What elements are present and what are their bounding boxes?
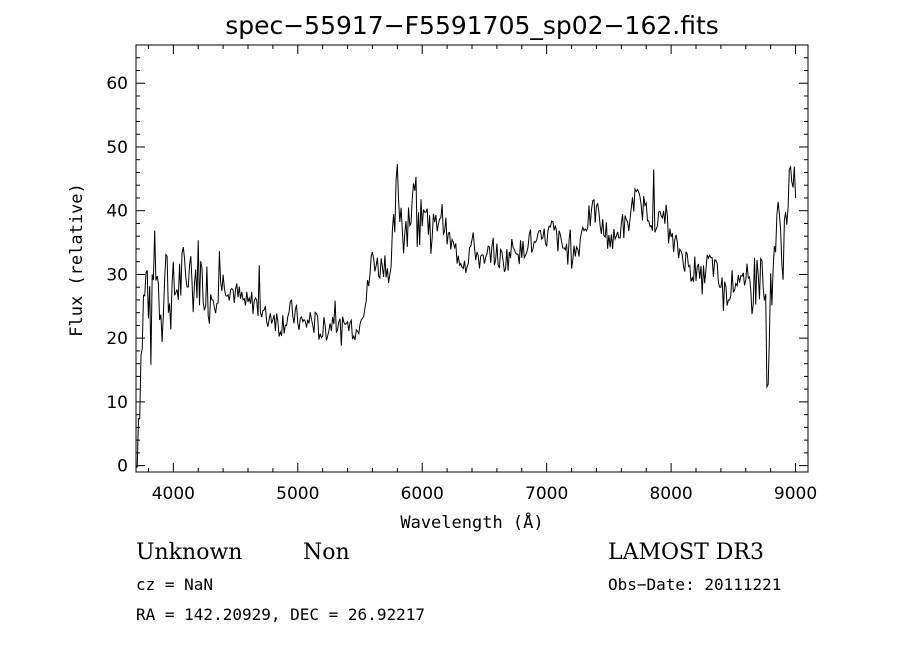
survey-label: LAMOST DR3 bbox=[608, 540, 764, 565]
object-subclass: Non bbox=[303, 540, 350, 565]
coords-label: RA = 142.20929, DEC = 26.92217 bbox=[136, 605, 425, 624]
object-class: Unknown bbox=[136, 540, 242, 565]
x-tick-label: 6000 bbox=[401, 484, 444, 504]
x-tick-label: 8000 bbox=[649, 484, 692, 504]
x-tick-label: 7000 bbox=[525, 484, 568, 504]
obs-date-label: Obs−Date: 20111221 bbox=[608, 575, 781, 594]
spectrum-line bbox=[135, 164, 797, 469]
x-tick-label: 4000 bbox=[152, 484, 195, 504]
x-axis-label: Wavelength (Å) bbox=[400, 511, 543, 533]
redshift-label: cz = NaN bbox=[136, 575, 213, 594]
x-tick-label: 5000 bbox=[276, 484, 319, 504]
y-tick-label: 20 bbox=[106, 329, 128, 349]
y-tick-label: 10 bbox=[106, 393, 128, 413]
y-tick-label: 30 bbox=[106, 265, 128, 285]
y-tick-label: 40 bbox=[106, 202, 128, 222]
chart-title: spec−55917−F5591705_sp02−162.fits bbox=[225, 11, 719, 40]
y-tick-label: 50 bbox=[106, 138, 128, 158]
axes: 4000 5000 6000 7000 8000 9000 0 10 20 30 40 50 60 bbox=[106, 44, 817, 504]
x-tick-label: 9000 bbox=[774, 484, 817, 504]
y-tick-label: 60 bbox=[106, 74, 128, 94]
y-tick-label: 0 bbox=[117, 457, 128, 477]
y-axis-label: Flux (relative) bbox=[67, 183, 87, 337]
